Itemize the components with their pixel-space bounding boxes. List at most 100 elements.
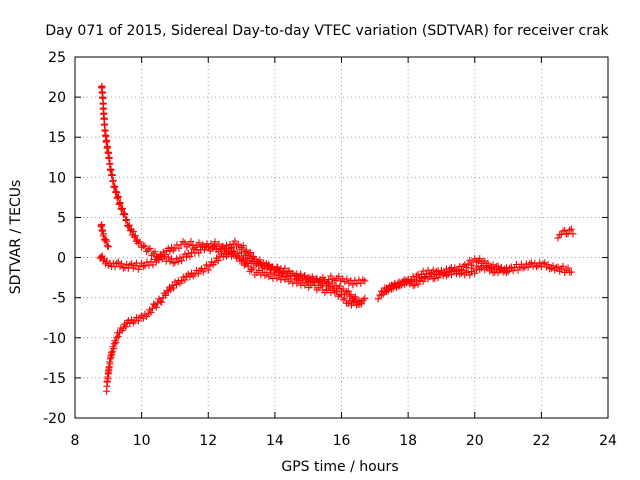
data-point bbox=[116, 199, 124, 207]
data-point bbox=[184, 249, 192, 257]
data-point bbox=[130, 233, 138, 241]
data-point bbox=[199, 268, 207, 276]
data-point bbox=[519, 264, 527, 272]
data-point bbox=[122, 216, 130, 224]
data-point bbox=[112, 187, 120, 195]
data-point bbox=[514, 266, 522, 274]
data-point bbox=[293, 270, 301, 278]
x-tick-label: 10 bbox=[133, 433, 151, 449]
data-point bbox=[333, 287, 341, 295]
data-point bbox=[124, 316, 132, 324]
data-point bbox=[223, 241, 231, 249]
data-point bbox=[442, 272, 450, 280]
data-point bbox=[201, 264, 209, 272]
data-point bbox=[374, 295, 382, 303]
data-point bbox=[341, 294, 349, 302]
data-point bbox=[203, 261, 211, 269]
data-point bbox=[464, 260, 472, 268]
data-point bbox=[155, 256, 163, 264]
data-point bbox=[311, 281, 319, 289]
data-point bbox=[248, 266, 256, 274]
data-point bbox=[148, 252, 156, 260]
y-tick-label: -20 bbox=[43, 411, 66, 427]
data-point bbox=[456, 270, 464, 278]
data-point bbox=[409, 273, 417, 281]
data-point bbox=[226, 241, 234, 249]
data-point bbox=[447, 271, 455, 279]
data-point bbox=[331, 289, 339, 297]
data-point bbox=[118, 205, 126, 213]
data-point bbox=[414, 280, 422, 288]
x-tick-label: 22 bbox=[532, 433, 550, 449]
data-point bbox=[567, 268, 575, 276]
data-point bbox=[467, 268, 475, 276]
axis-ticks bbox=[74, 56, 609, 419]
data-point bbox=[178, 277, 186, 285]
data-point bbox=[377, 291, 385, 299]
y-tick-labels: -20 -15 -10 -5 0 5 10 15 20 25 bbox=[43, 50, 66, 427]
series-kink-near-9 bbox=[97, 221, 112, 251]
data-point bbox=[334, 292, 342, 300]
data-point bbox=[186, 252, 194, 260]
data-point bbox=[431, 274, 439, 282]
x-tick-label: 16 bbox=[333, 433, 351, 449]
data-point bbox=[110, 183, 118, 191]
data-point bbox=[497, 264, 505, 272]
data-point bbox=[429, 266, 437, 274]
data-point bbox=[249, 264, 257, 272]
data-point bbox=[115, 200, 123, 208]
data-point bbox=[129, 319, 137, 327]
data-point bbox=[411, 281, 419, 289]
y-tick-label: -5 bbox=[52, 291, 66, 307]
data-point bbox=[549, 262, 557, 270]
data-point bbox=[148, 304, 156, 312]
data-point bbox=[211, 238, 219, 246]
data-point bbox=[361, 277, 369, 285]
y-tick-label: 5 bbox=[57, 210, 66, 226]
data-point bbox=[546, 265, 554, 273]
data-point bbox=[504, 268, 512, 276]
data-point bbox=[109, 176, 117, 184]
series-afternoon-lower bbox=[377, 261, 512, 299]
data-point bbox=[120, 210, 128, 218]
data-point bbox=[243, 259, 251, 267]
data-point bbox=[144, 246, 152, 254]
data-point bbox=[194, 270, 202, 278]
data-point bbox=[221, 249, 229, 257]
data-point bbox=[541, 259, 549, 267]
data-point bbox=[245, 250, 253, 258]
data-point bbox=[244, 262, 252, 270]
data-point bbox=[387, 285, 395, 293]
data-point bbox=[489, 261, 497, 269]
data-point bbox=[126, 227, 134, 235]
data-point bbox=[344, 287, 352, 295]
data-point bbox=[347, 291, 355, 299]
series-middle-band bbox=[96, 237, 369, 289]
data-point bbox=[263, 269, 271, 277]
data-point bbox=[391, 280, 399, 288]
data-point bbox=[121, 264, 129, 272]
data-point bbox=[404, 276, 412, 284]
data-point bbox=[459, 267, 467, 275]
data-point bbox=[350, 294, 358, 302]
data-point bbox=[338, 291, 345, 299]
data-point bbox=[136, 313, 144, 321]
data-point bbox=[479, 261, 487, 269]
data-point bbox=[317, 281, 325, 289]
data-point bbox=[381, 284, 389, 292]
data-point bbox=[509, 267, 517, 275]
chart-title: Day 071 of 2015, Sidereal Day-to-day VTE… bbox=[45, 23, 609, 39]
y-tick-label: -10 bbox=[43, 331, 66, 347]
data-point bbox=[103, 242, 111, 250]
data-point bbox=[138, 243, 146, 251]
series-late-cluster bbox=[554, 225, 577, 242]
x-tick-label: 8 bbox=[71, 433, 80, 449]
data-point bbox=[484, 263, 492, 271]
data-point bbox=[291, 275, 299, 283]
data-point bbox=[111, 182, 119, 190]
data-point bbox=[325, 284, 333, 292]
data-point bbox=[141, 242, 149, 250]
data-point bbox=[114, 258, 122, 266]
data-point bbox=[122, 323, 130, 331]
data-point bbox=[143, 247, 151, 255]
